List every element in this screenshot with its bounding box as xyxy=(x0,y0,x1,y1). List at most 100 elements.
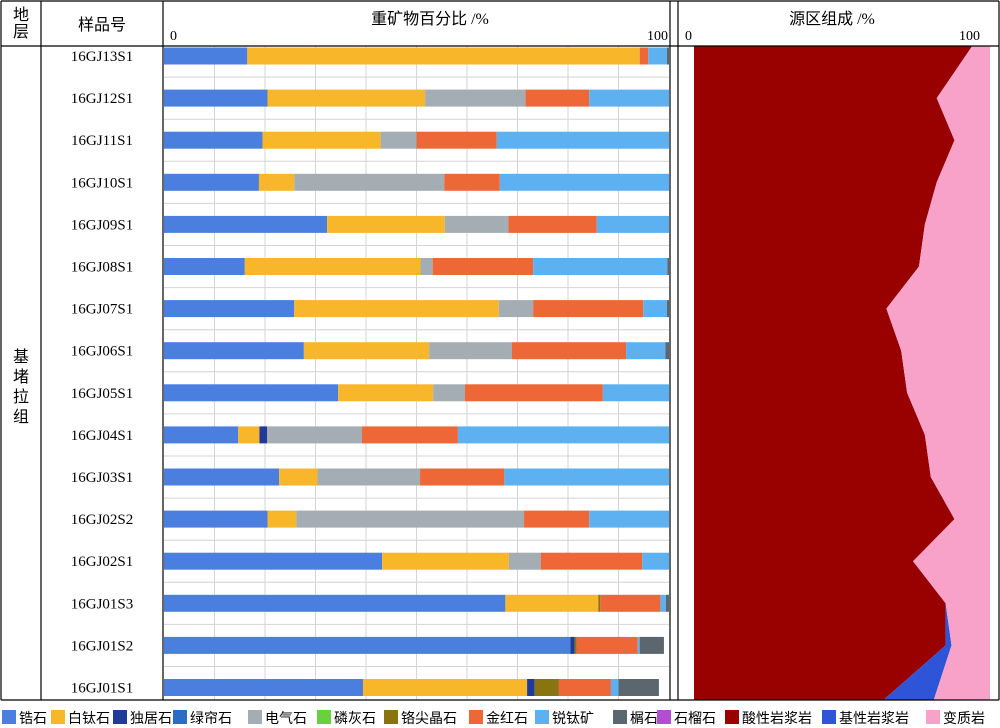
bar-segment xyxy=(294,300,499,318)
bar-segment xyxy=(534,679,559,696)
bar-segment xyxy=(505,594,599,612)
bar-segment xyxy=(164,679,363,696)
legend-swatch xyxy=(2,710,16,724)
bar-segment xyxy=(667,258,669,275)
legend-label: 电气石 xyxy=(265,711,307,727)
bar-segment xyxy=(666,300,669,318)
legend-swatch xyxy=(535,710,549,724)
bar-segment xyxy=(267,510,297,528)
minerals-axis-zero: 0 xyxy=(170,29,177,44)
legend-label: 独居石 xyxy=(130,711,172,727)
bar-segment xyxy=(267,89,426,107)
sample-label: 16GJ01S1 xyxy=(71,681,134,697)
stratum-char: 基 xyxy=(13,348,29,366)
area-酸性岩浆岩 xyxy=(694,46,973,700)
bar-segment xyxy=(164,215,328,233)
bar-segment xyxy=(317,468,421,486)
source-area xyxy=(694,46,990,700)
bar-segment xyxy=(665,594,669,612)
legend-swatch xyxy=(173,710,187,724)
bar-segment xyxy=(610,679,619,696)
legend: 锆石 白钛石 独居石 绿帘石 电气石 磷灰石 铬尖晶石 金红石 锐钛矿 榍石 石榴石 酸性岩浆岩 基性岩… xyxy=(2,710,985,727)
bar-segment xyxy=(626,342,666,360)
bar-segment xyxy=(164,258,245,275)
bar-segment xyxy=(533,300,644,318)
bar-segment xyxy=(164,89,268,107)
legend-label: 铬尖晶石 xyxy=(401,711,457,727)
legend-swatch xyxy=(926,710,940,724)
legend-label: 锐钛矿 xyxy=(552,711,594,727)
legend-label: 磷灰石 xyxy=(334,711,376,727)
legend-label: 榍石 xyxy=(630,711,658,727)
stratum-char: 拉 xyxy=(13,388,29,406)
bar-segment xyxy=(164,594,506,612)
bar-segment xyxy=(164,468,280,486)
bar-segment xyxy=(598,594,601,612)
bar-segment xyxy=(508,215,597,233)
sample-label: 16GJ04S1 xyxy=(71,428,134,444)
bar-segment xyxy=(433,384,465,402)
bar-segment xyxy=(244,258,421,275)
minerals-axis-hundred: 100 xyxy=(647,29,668,44)
bar-segment xyxy=(444,173,500,191)
bar-segment xyxy=(279,468,318,486)
legend-label: 酸性岩浆岩 xyxy=(742,711,812,727)
bar-segment xyxy=(416,131,497,149)
sample-label: 16GJ10S1 xyxy=(71,175,134,191)
bar-segment xyxy=(666,47,669,65)
header-stratum-line2: 层 xyxy=(13,24,29,41)
bar-segment xyxy=(589,510,669,528)
bar-segment xyxy=(382,552,509,570)
bar-segment xyxy=(247,47,640,65)
source-axis-zero: 0 xyxy=(685,29,692,44)
bar-segment xyxy=(303,342,430,360)
bar-segment xyxy=(524,510,590,528)
bar-segment xyxy=(558,679,611,696)
sample-label: 16GJ01S3 xyxy=(71,596,134,612)
header-source: 源区组成 /% xyxy=(789,10,875,28)
bar-segment xyxy=(540,552,643,570)
bar-segment xyxy=(164,300,295,318)
sample-label: 16GJ03S1 xyxy=(71,470,134,486)
sample-label: 16GJ06S1 xyxy=(71,344,134,360)
bar-segment xyxy=(164,173,259,191)
legend-label: 金红石 xyxy=(486,711,528,727)
bar-segment xyxy=(294,173,445,191)
legend-label: 石榴石 xyxy=(674,711,716,727)
legend-swatch xyxy=(822,710,836,724)
bar-segment xyxy=(496,131,669,149)
bar-segment xyxy=(238,426,260,444)
table-frame xyxy=(0,0,1000,701)
bar-segment xyxy=(164,552,383,570)
bar-segment xyxy=(648,47,667,65)
bar-segment xyxy=(511,342,627,360)
bar-segment xyxy=(618,679,659,696)
bar-segment xyxy=(432,258,534,275)
bar-segment xyxy=(164,131,263,149)
bar-segment xyxy=(164,426,239,444)
bar-segment xyxy=(533,258,668,275)
bar-segment xyxy=(425,89,526,107)
legend-swatch xyxy=(248,710,262,724)
sample-label: 16GJ05S1 xyxy=(71,386,134,402)
sample-label: 16GJ02S1 xyxy=(71,554,134,570)
bar-segment xyxy=(498,300,534,318)
legend-swatch xyxy=(317,710,331,724)
bar-segment xyxy=(420,468,505,486)
bar-segment xyxy=(361,426,458,444)
minerals-bars xyxy=(164,47,669,696)
legend-swatch xyxy=(113,710,127,724)
bar-segment xyxy=(527,679,535,696)
bar-segment xyxy=(327,215,445,233)
legend-label: 变质岩 xyxy=(943,711,985,727)
legend-swatch xyxy=(657,710,671,724)
bar-segment xyxy=(457,426,669,444)
bar-segment xyxy=(164,47,248,65)
bar-segment xyxy=(596,215,669,233)
bar-segment xyxy=(639,636,664,654)
bar-segment xyxy=(164,510,268,528)
stratum-char: 组 xyxy=(13,408,29,426)
bar-segment xyxy=(259,426,268,444)
header-minerals: 重矿物百分比 /% xyxy=(371,10,489,28)
